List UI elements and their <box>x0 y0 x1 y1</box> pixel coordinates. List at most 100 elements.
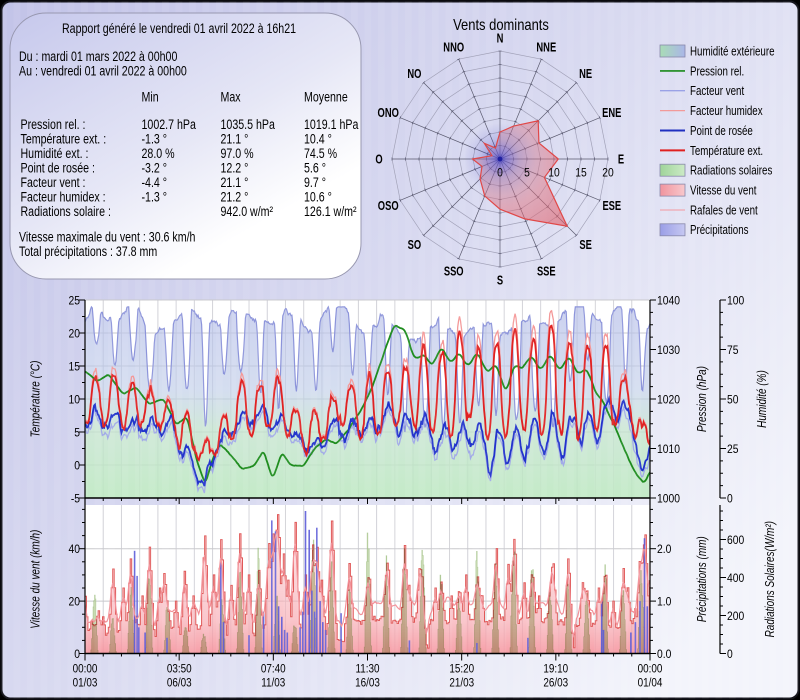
svg-text:1010: 1010 <box>657 443 680 456</box>
svg-text:Point de rosée: Point de rosée <box>690 125 753 139</box>
svg-text:Total précipitations : 37.8 mm: Total précipitations : 37.8 mm <box>19 244 157 260</box>
svg-text:100: 100 <box>727 295 744 308</box>
svg-text:NNO: NNO <box>443 42 464 56</box>
svg-text:O: O <box>375 153 383 167</box>
svg-text:Précipitations: Précipitations <box>690 224 749 238</box>
svg-text:Humidité extérieure: Humidité extérieure <box>690 45 774 59</box>
svg-text:5.6 °: 5.6 ° <box>304 160 326 176</box>
svg-text:11/03: 11/03 <box>261 677 285 690</box>
svg-text:10: 10 <box>69 394 80 407</box>
svg-text:600: 600 <box>727 534 744 547</box>
svg-text:0.0: 0.0 <box>657 648 671 661</box>
svg-text:03:50: 03:50 <box>167 663 192 676</box>
svg-text:Humidité (%): Humidité (%) <box>756 370 769 428</box>
svg-text:0: 0 <box>497 167 503 180</box>
svg-text:NNE: NNE <box>536 42 556 56</box>
svg-text:Pression (hPa): Pression (hPa) <box>696 366 709 432</box>
svg-text:E: E <box>618 153 624 167</box>
svg-text:Rapport généré le vendredi 01: Rapport généré le vendredi 01 avril 2022… <box>62 21 296 37</box>
svg-text:21.2 °: 21.2 ° <box>221 189 249 205</box>
svg-text:Facteur humidex :: Facteur humidex : <box>21 189 106 205</box>
svg-text:28.0 %: 28.0 % <box>142 146 175 162</box>
svg-text:5: 5 <box>74 427 80 440</box>
svg-text:20: 20 <box>69 596 80 609</box>
svg-text:Min: Min <box>142 89 159 105</box>
svg-text:Vents dominants: Vents dominants <box>453 17 549 35</box>
svg-text:ESE: ESE <box>602 200 621 214</box>
svg-text:01/03: 01/03 <box>73 677 98 690</box>
svg-text:-1.3 °: -1.3 ° <box>142 131 168 147</box>
svg-text:74.5 %: 74.5 % <box>304 146 337 162</box>
svg-text:5: 5 <box>524 167 530 180</box>
svg-text:-3.2 °: -3.2 ° <box>142 160 168 176</box>
svg-text:50: 50 <box>727 394 738 407</box>
svg-text:Facteur humidex: Facteur humidex <box>690 105 763 119</box>
svg-text:Vitesse du vent: Vitesse du vent <box>690 184 757 198</box>
svg-text:OSO: OSO <box>378 200 399 214</box>
svg-text:Température ext.: Température ext. <box>690 145 763 159</box>
svg-text:75: 75 <box>727 344 738 357</box>
svg-text:Moyenne: Moyenne <box>304 89 348 105</box>
svg-text:ONO: ONO <box>378 107 400 121</box>
svg-text:15: 15 <box>69 361 80 374</box>
svg-text:SE: SE <box>579 239 591 253</box>
svg-text:26/03: 26/03 <box>543 677 568 690</box>
svg-text:10.4 °: 10.4 ° <box>304 131 332 147</box>
svg-text:00:00: 00:00 <box>638 663 663 676</box>
svg-text:Radiations Solaires(W/m²): Radiations Solaires(W/m²) <box>764 521 777 638</box>
svg-text:0: 0 <box>727 648 733 661</box>
svg-text:Humidité ext. :: Humidité ext. : <box>21 146 89 162</box>
svg-text:1020: 1020 <box>657 394 680 407</box>
svg-text:20: 20 <box>602 167 613 180</box>
svg-text:1000: 1000 <box>657 493 680 506</box>
svg-text:Pression rel. :: Pression rel. : <box>21 117 86 133</box>
svg-text:1.0: 1.0 <box>657 596 671 609</box>
svg-text:0: 0 <box>727 493 733 506</box>
svg-text:0: 0 <box>74 648 80 661</box>
svg-text:0: 0 <box>74 460 80 473</box>
svg-text:SSE: SSE <box>537 265 556 279</box>
svg-text:Max: Max <box>221 89 242 105</box>
svg-text:-1.3 °: -1.3 ° <box>142 189 168 205</box>
svg-text:ENE: ENE <box>602 107 621 121</box>
svg-text:10.6 °: 10.6 ° <box>304 189 332 205</box>
svg-text:21.1 °: 21.1 ° <box>221 131 249 147</box>
svg-text:126.1 w/m²: 126.1 w/m² <box>304 204 357 220</box>
svg-text:15: 15 <box>575 167 586 180</box>
svg-text:Pression rel.: Pression rel. <box>690 65 744 79</box>
svg-text:1030: 1030 <box>657 344 680 357</box>
svg-text:Température (°C): Température (°C) <box>29 360 42 437</box>
svg-text:11:30: 11:30 <box>355 663 379 676</box>
svg-text:01/04: 01/04 <box>638 677 663 690</box>
svg-text:Point de rosée :: Point de rosée : <box>21 160 95 176</box>
svg-text:9.7 °: 9.7 ° <box>304 175 326 191</box>
svg-text:25: 25 <box>69 295 80 308</box>
svg-text:19:10: 19:10 <box>543 663 568 676</box>
svg-text:00:00: 00:00 <box>73 663 98 676</box>
svg-text:Vitesse du vent (km/h): Vitesse du vent (km/h) <box>29 530 42 629</box>
svg-text:07:40: 07:40 <box>261 663 286 676</box>
svg-text:2.0: 2.0 <box>657 543 671 556</box>
svg-text:10: 10 <box>548 167 559 180</box>
svg-text:Facteur vent: Facteur vent <box>690 85 745 99</box>
svg-text:NO: NO <box>407 68 421 82</box>
svg-text:942.0 w/m²: 942.0 w/m² <box>221 204 274 220</box>
svg-text:N: N <box>497 32 504 46</box>
svg-text:NE: NE <box>579 68 592 82</box>
svg-text:SO: SO <box>408 239 422 253</box>
svg-text:21/03: 21/03 <box>449 677 474 690</box>
svg-text:400: 400 <box>727 572 744 585</box>
svg-text:SSO: SSO <box>444 265 464 279</box>
svg-text:-5: -5 <box>71 493 80 506</box>
svg-text:1040: 1040 <box>657 295 680 308</box>
svg-text:06/03: 06/03 <box>167 677 192 690</box>
svg-text:1035.5 hPa: 1035.5 hPa <box>221 117 275 133</box>
svg-text:16/03: 16/03 <box>355 677 380 690</box>
svg-text:20: 20 <box>69 328 80 341</box>
svg-text:1019.1 hPa: 1019.1 hPa <box>304 117 358 133</box>
svg-text:S: S <box>497 274 503 288</box>
svg-text:Du : mardi 01 mars 2022 à 00h0: Du : mardi 01 mars 2022 à 00h00 <box>19 49 177 65</box>
svg-text:1002.7 hPa: 1002.7 hPa <box>142 117 196 133</box>
svg-text:-4.4 °: -4.4 ° <box>142 175 168 191</box>
svg-text:25: 25 <box>727 443 738 456</box>
